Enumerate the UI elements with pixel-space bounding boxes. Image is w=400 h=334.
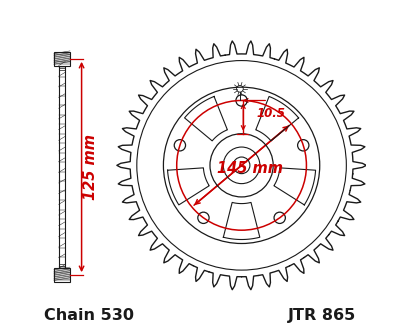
Bar [54,269,70,282]
Text: 145 mm: 145 mm [217,161,283,176]
Bar [54,52,70,65]
Bar [59,65,65,269]
Text: Chain 530: Chain 530 [44,308,134,323]
Text: 10.5: 10.5 [256,107,286,120]
Text: JTR 865: JTR 865 [288,308,356,323]
Text: 125 mm: 125 mm [84,134,98,200]
